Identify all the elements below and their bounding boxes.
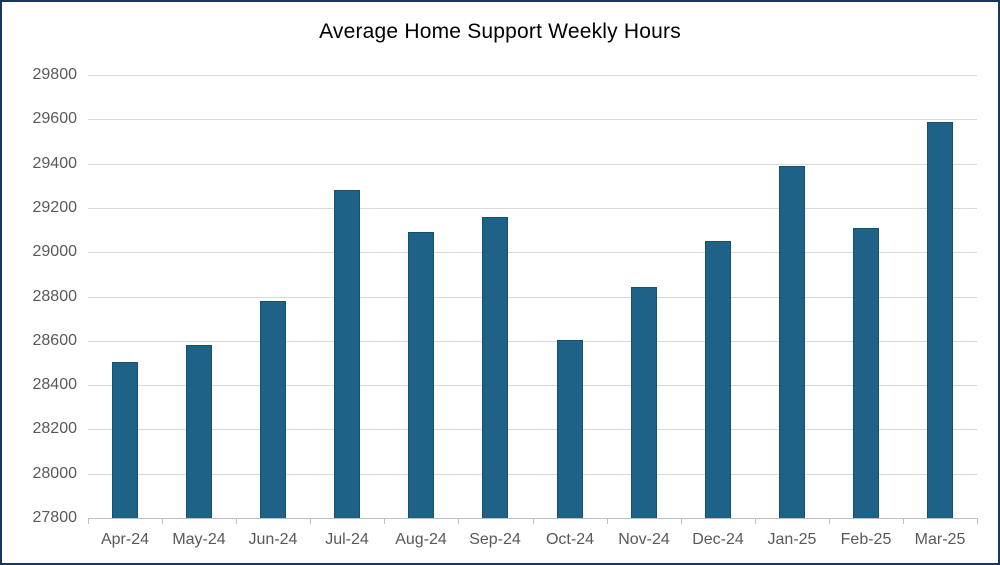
- x-axis-label-jan-25: Jan-25: [767, 531, 817, 548]
- bar-feb-25: [853, 228, 879, 518]
- x-axis-tick-7: [607, 518, 608, 524]
- y-axis-label-27800: 27800: [32, 509, 78, 526]
- y-axis-label-29200: 29200: [32, 199, 78, 216]
- x-axis-tick-10: [829, 518, 830, 524]
- x-axis-label-aug-24: Aug-24: [395, 531, 447, 548]
- bar-aug-24: [408, 232, 434, 518]
- gridline-29800: [88, 75, 977, 76]
- x-axis-tick-4: [384, 518, 385, 524]
- gridline-29200: [88, 208, 977, 209]
- x-axis-tick-9: [755, 518, 756, 524]
- bar-may-24: [186, 345, 212, 518]
- y-axis-label-29000: 29000: [32, 243, 78, 260]
- x-axis-tick-8: [681, 518, 682, 524]
- bar-dec-24: [705, 241, 731, 518]
- bar-jun-24: [260, 301, 286, 518]
- x-axis-tick-12: [977, 518, 978, 524]
- y-axis-label-28200: 28200: [32, 420, 78, 437]
- y-axis-label-28800: 28800: [32, 288, 78, 305]
- bar-apr-24: [112, 362, 138, 518]
- gridline-28200: [88, 429, 977, 430]
- x-axis-label-jul-24: Jul-24: [325, 531, 369, 548]
- x-axis-label-feb-25: Feb-25: [840, 531, 892, 548]
- gridline-28800: [88, 297, 977, 298]
- x-axis-label-oct-24: Oct-24: [545, 531, 594, 548]
- bar-jul-24: [334, 190, 360, 518]
- x-axis-label-apr-24: Apr-24: [100, 531, 150, 548]
- x-axis-baseline: [88, 518, 977, 519]
- bar-mar-25: [927, 122, 953, 518]
- x-axis-label-jun-24: Jun-24: [248, 531, 298, 548]
- x-axis-tick-3: [310, 518, 311, 524]
- gridline-28000: [88, 474, 977, 475]
- bar-oct-24: [557, 340, 583, 518]
- bar-jan-25: [779, 166, 805, 518]
- x-axis-label-sep-24: Sep-24: [469, 531, 521, 548]
- x-axis-tick-2: [236, 518, 237, 524]
- x-axis-tick-6: [533, 518, 534, 524]
- x-axis-label-mar-25: Mar-25: [914, 531, 966, 548]
- chart-title: Average Home Support Weekly Hours: [319, 20, 681, 43]
- y-axis-label-28600: 28600: [32, 332, 78, 349]
- x-axis-label-nov-24: Nov-24: [618, 531, 670, 548]
- y-axis-label-28000: 28000: [32, 465, 78, 482]
- x-axis-tick-5: [458, 518, 459, 524]
- y-axis-label-29400: 29400: [32, 155, 78, 172]
- x-axis-tick-0: [88, 518, 89, 524]
- gridline-29600: [88, 119, 977, 120]
- x-axis-label-dec-24: Dec-24: [692, 531, 744, 548]
- gridline-29000: [88, 252, 977, 253]
- gridline-29400: [88, 164, 977, 165]
- x-axis-label-may-24: May-24: [172, 531, 226, 548]
- x-axis-tick-1: [162, 518, 163, 524]
- x-axis-tick-11: [903, 518, 904, 524]
- y-axis-label-28400: 28400: [32, 376, 78, 393]
- y-axis-label-29800: 29800: [32, 66, 78, 83]
- gridline-28600: [88, 341, 977, 342]
- y-axis-label-29600: 29600: [32, 110, 78, 127]
- gridline-28400: [88, 385, 977, 386]
- bar-nov-24: [631, 287, 657, 518]
- bar-sep-24: [482, 217, 508, 518]
